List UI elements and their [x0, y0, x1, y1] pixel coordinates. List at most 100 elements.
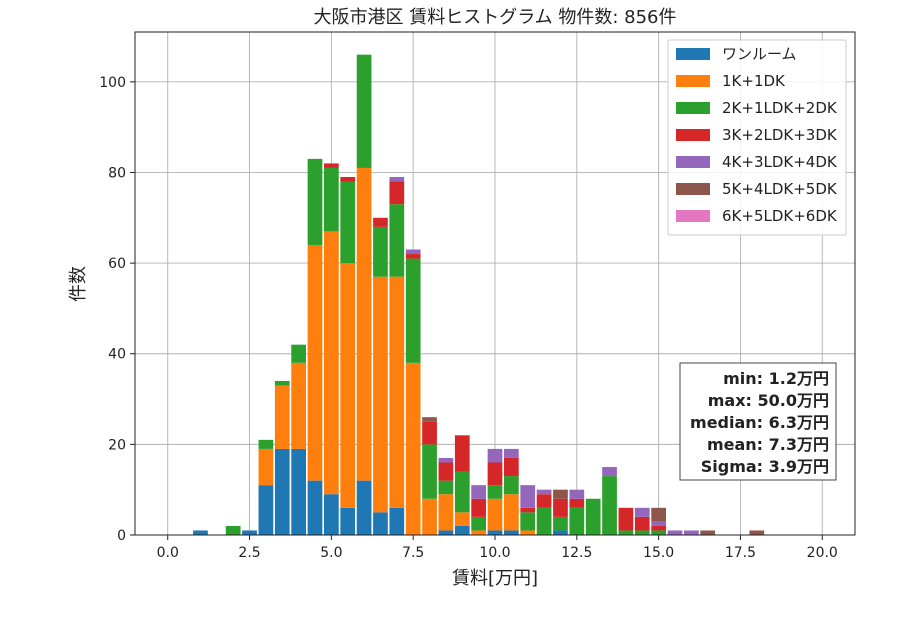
histogram-bar: [225, 525, 241, 535]
histogram-bar: [602, 467, 617, 477]
legend: ワンルーム 1K+1DK 2K+1LDK+2DK 3K+2LDK+3DK 4K+3LDK…: [667, 39, 847, 236]
histogram-bar: [651, 530, 666, 535]
histogram-bar: [618, 507, 634, 531]
histogram-bar: [307, 480, 323, 535]
histogram-bar: [569, 498, 585, 508]
histogram-bar: [553, 516, 568, 531]
legend-swatch: [676, 183, 710, 195]
histogram-bar: [291, 362, 306, 449]
histogram-bar: [536, 494, 552, 508]
histogram-bar: [504, 530, 519, 535]
histogram-bar: [471, 485, 486, 499]
stats-box-frame: [679, 362, 837, 481]
histogram-bar: [193, 530, 208, 535]
legend-swatch: [676, 129, 710, 141]
histogram-bar: [340, 263, 356, 508]
histogram-bar: [274, 448, 290, 535]
histogram-bar: [651, 507, 666, 522]
y-axis-label: 件数: [68, 266, 89, 302]
histogram-bar: [274, 385, 290, 449]
histogram-bar: [422, 444, 437, 499]
histogram-bar: [569, 489, 585, 499]
histogram-bar: [438, 480, 454, 495]
chart-title: 大阪市港区 賃料ヒストグラム 物件数: 856件: [313, 7, 676, 28]
histogram-bar: [405, 254, 421, 259]
histogram-bar: [504, 448, 519, 458]
histogram-bar: [324, 231, 339, 495]
legend-label: 2K+1LDK+2DK: [722, 99, 838, 117]
x-tick-label: 12.5: [561, 545, 592, 561]
histogram-bar: [258, 439, 274, 449]
histogram-bar: [667, 530, 683, 535]
histogram-bar: [373, 226, 388, 277]
y-tick-label: 60: [108, 256, 126, 272]
histogram-bar: [487, 530, 503, 535]
histogram-bar: [471, 516, 486, 531]
histogram-bar: [291, 448, 306, 535]
histogram-bar: [291, 344, 306, 363]
stats-mean: mean: 7.3万円: [707, 435, 829, 454]
histogram-bar: [520, 485, 536, 508]
histogram-bar: [504, 494, 519, 531]
histogram-bar: [700, 530, 716, 535]
legend-swatch: [676, 75, 710, 87]
histogram-bar: [520, 512, 536, 531]
histogram-bar: [438, 494, 454, 531]
legend-swatch: [676, 156, 710, 168]
histogram-bar: [307, 244, 323, 481]
ticks-layer: 0.0 2.5 5.0 7.5 10.0 12.5 15.0 17.5 20.0 0 20 40 60 8…: [99, 75, 838, 561]
histogram-bar: [553, 498, 568, 517]
histogram-bar: [454, 512, 470, 526]
histogram-bar: [471, 530, 486, 535]
x-tick-label: 20.0: [807, 545, 838, 561]
histogram-bar: [520, 507, 536, 513]
legend-label: 4K+3LDK+4DK: [722, 153, 838, 171]
histogram-bar: [373, 276, 388, 513]
histogram-bar: [389, 181, 405, 205]
histogram-bar: [258, 448, 274, 486]
x-tick-label: 0.0: [157, 545, 179, 561]
histogram-bar: [340, 507, 356, 535]
histogram-bar: [536, 489, 552, 495]
histogram-bar: [569, 507, 585, 535]
histogram-bar: [536, 507, 552, 535]
histogram-bar: [618, 530, 634, 535]
histogram-bar: [438, 457, 454, 463]
histogram-bar: [258, 485, 274, 535]
histogram-bar: [274, 380, 290, 386]
x-tick-label: 5.0: [320, 545, 342, 561]
histogram-bar: [324, 494, 339, 535]
stats-sigma: Sigma: 3.9万円: [701, 457, 829, 476]
histogram-bar: [454, 471, 470, 513]
y-tick-label: 100: [99, 75, 126, 91]
histogram-bar: [422, 498, 437, 535]
histogram-bar: [438, 530, 454, 535]
x-tick-label: 15.0: [643, 545, 674, 561]
histogram-bar: [356, 480, 372, 535]
legend-swatch: [676, 210, 710, 222]
histogram-bar: [553, 489, 568, 499]
histogram-bar: [373, 512, 388, 535]
histogram-bar: [553, 530, 568, 535]
x-tick-label: 17.5: [725, 545, 756, 561]
histogram-bar: [487, 498, 503, 531]
histogram-bar: [651, 521, 666, 526]
histogram-bar: [634, 507, 650, 517]
histogram-bar: [651, 525, 666, 531]
stats-min: min: 1.2万円: [723, 369, 829, 388]
y-tick-label: 40: [108, 347, 126, 363]
histogram-bar: [389, 276, 405, 508]
histogram-bar: [684, 530, 699, 535]
histogram-bar: [340, 177, 356, 182]
x-tick-label: 7.5: [402, 545, 424, 561]
x-tick-label: 10.0: [479, 545, 510, 561]
histogram-bar: [242, 530, 257, 535]
stats-max: max: 50.0万円: [708, 391, 829, 410]
histogram-bar: [422, 421, 437, 445]
histogram-bar: [454, 435, 470, 472]
legend-swatch: [676, 102, 710, 114]
histogram-bar: [602, 476, 617, 535]
histogram-bar: [454, 525, 470, 535]
legend-label: 5K+4LDK+5DK: [722, 180, 838, 198]
x-axis-label: 賃料[万円]: [452, 568, 538, 589]
